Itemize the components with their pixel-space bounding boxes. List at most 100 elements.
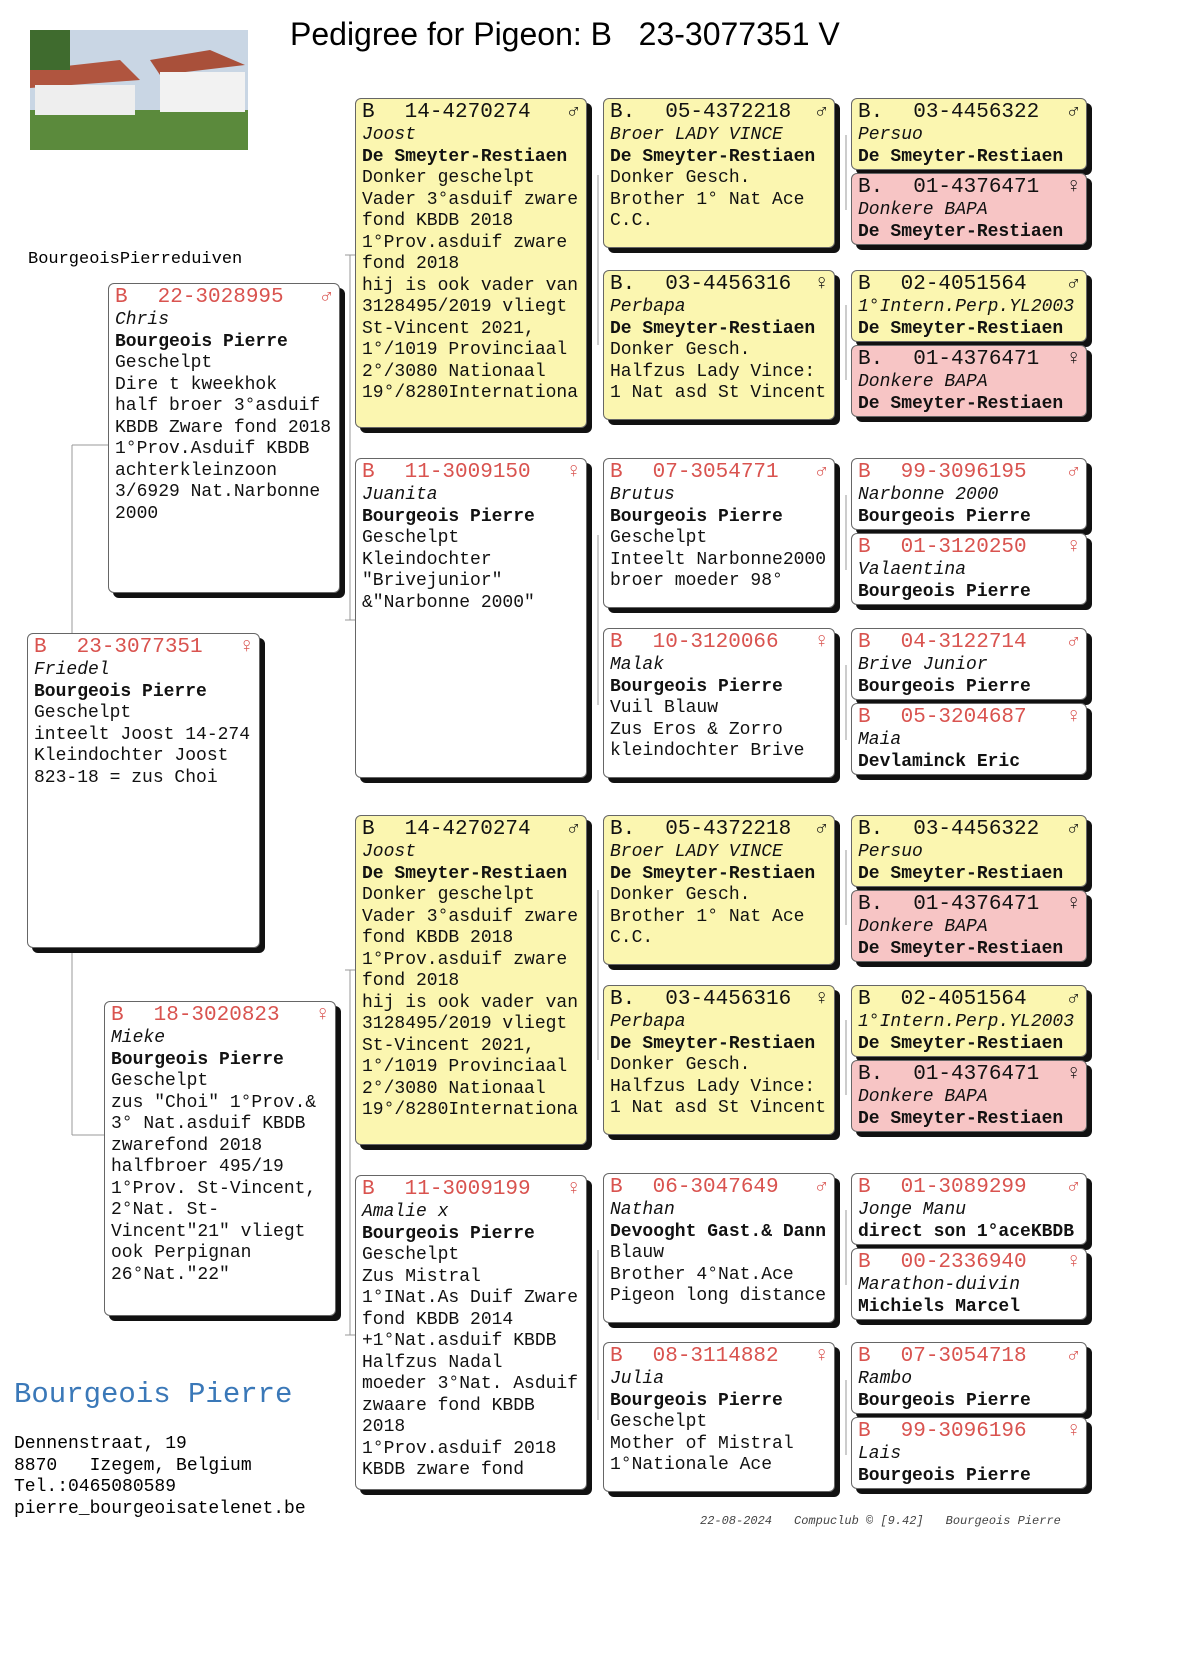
sex: ♀ [1067, 893, 1080, 916]
pigeon-card: B 22-3028995 ♂ Chris Bourgeois Pierre Geschel… [108, 283, 340, 593]
info-line: Brother 1° Nat Ace [610, 189, 805, 210]
ring-row: B. 01-4376471 ♀ [858, 893, 1080, 917]
ring-row: B 18-3020823 ♀ [111, 1004, 329, 1028]
country: B [858, 988, 871, 1011]
pigeon-card: B. 03-4456322 ♂ Persuo De Smeyter-Restiaen [851, 815, 1087, 887]
footer-software: Compuclub © [9.42] [794, 1514, 924, 1528]
info-line: 3/6929 Nat.Narbonne [115, 482, 321, 502]
sex: ♂ [815, 461, 828, 484]
sex: ♂ [1067, 818, 1080, 841]
ring-number: 14-4270274 [404, 818, 531, 841]
sex: ♂ [567, 101, 580, 124]
country: B. [610, 101, 636, 124]
contact-line: Tel.:0465080589 [14, 1477, 177, 1497]
ring-row: B 01-3120250 ♀ [858, 536, 1080, 560]
info-line: Geschelpt [34, 703, 132, 723]
owner: De Smeyter-Restiaen [610, 318, 816, 339]
pigeon-card: B 01-3089299 ♂ Jonge Manu direct son 1°aceKB… [851, 1173, 1087, 1245]
country: B [858, 536, 871, 559]
ring-number: 01-4376471 [913, 176, 1040, 199]
ring-row: B 06-3047649 ♂ [610, 1176, 828, 1200]
owner: Bourgeois Pierre [610, 506, 783, 527]
info-line: Brother 1° Nat Ace [610, 906, 805, 927]
owner: Bourgeois Pierre [858, 581, 1031, 602]
info-line: 26°Nat."22" [111, 1264, 230, 1285]
pigeon-name: Perbapa [610, 297, 686, 317]
country: B [858, 631, 871, 654]
owner: De Smeyter-Restiaen [858, 221, 1064, 242]
owner: De Smeyter-Restiaen [610, 1033, 816, 1054]
country: B. [858, 818, 884, 841]
country: B [858, 461, 871, 484]
info-line: Donker geschelpt [362, 885, 535, 905]
info-line: ook Perpignan [111, 1243, 252, 1263]
pigeon-card: B 05-3204687 ♀ Maia Devlaminck Eric [851, 703, 1087, 775]
ring-row: B 99-3096195 ♂ [858, 461, 1080, 485]
info-line: Inteelt Narbonne2000 [610, 549, 827, 570]
info-line: 1°/1019 Provinciaal [362, 1057, 568, 1077]
ring-row: B 14-4270274 ♂ [362, 101, 580, 125]
ring-number: 18-3020823 [153, 1004, 280, 1027]
pigeon-card: B. 05-4372218 ♂ Broer LADY VINCE De Smeyter-… [603, 815, 835, 965]
country: B [111, 1004, 124, 1027]
pigeon-name: 1°Intern.Perp.YL2003 [858, 297, 1075, 317]
info-line: Vincent"21" vliegt [111, 1221, 306, 1242]
info-line: St-Vincent 2021, [362, 1035, 535, 1056]
sex: ♀ [240, 636, 253, 659]
ring-number: 03-4456322 [913, 101, 1040, 124]
pigeon-name: Malak [610, 655, 665, 675]
info-line: 1°INat.As Duif Zware [362, 1288, 579, 1308]
ring-row: B 05-3204687 ♀ [858, 706, 1080, 730]
pigeon-card: B 07-3054718 ♂ Rambo Bourgeois Pierre [851, 1342, 1087, 1414]
owner: Bourgeois Pierre [34, 681, 207, 702]
ring-number: 02-4051564 [900, 273, 1027, 296]
info-line: Halfzus Nadal [362, 1352, 503, 1373]
info-line: fond KBDB 2018 [362, 211, 514, 231]
footer-owner: Bourgeois Pierre [945, 1514, 1061, 1528]
pigeon-card: B 06-3047649 ♂ Nathan Devooght Gast.& Dann Bl… [603, 1173, 835, 1323]
sex: ♂ [1067, 988, 1080, 1011]
sex: ♀ [815, 1345, 828, 1368]
owner: Bourgeois Pierre [610, 1390, 783, 1411]
info-line: &"Narbonne 2000" [362, 592, 535, 613]
info-line: inteelt Joost 14-274 [34, 724, 251, 745]
contact-line: Dennenstraat, 19 [14, 1434, 187, 1454]
pigeon-card: B. 03-4456316 ♀ Perbapa De Smeyter-Restiaen D… [603, 985, 835, 1135]
contact: Bourgeois Pierre Dennenstraat, 19 8870 Iz… [14, 1355, 306, 1520]
ring-row: B 07-3054771 ♂ [610, 461, 828, 485]
sex: ♀ [1067, 1420, 1080, 1443]
info-line: Donker geschelpt [362, 168, 535, 188]
ring-row: B 10-3120066 ♀ [610, 631, 828, 655]
pigeon-card: B 10-3120066 ♀ Malak Bourgeois Pierre Vuil Bl… [603, 628, 835, 778]
sex: ♀ [815, 988, 828, 1011]
info-line: Zus Eros & Zorro [610, 719, 783, 740]
ring-number: 00-2336940 [900, 1251, 1027, 1274]
pigeon-name: Chris [115, 310, 170, 330]
ring-number: 01-4376471 [913, 893, 1040, 916]
info-line: kleindochter Brive [610, 741, 805, 761]
owner: Bourgeois Pierre [858, 1465, 1031, 1486]
info-line: moeder 3°Nat. Asduif [362, 1374, 579, 1394]
ring-number: 05-3204687 [900, 706, 1027, 729]
ring-row: B 02-4051564 ♂ [858, 988, 1080, 1012]
pigeon-name: Friedel [34, 660, 110, 680]
pigeon-card: B 11-3009150 ♀ Juanita Bourgeois Pierre Gesch… [355, 458, 587, 778]
pigeon-card: B 00-2336940 ♀ Marathon-duivin Michiels Marc… [851, 1248, 1087, 1320]
pigeon-name: Joost [362, 842, 417, 862]
ring-row: B 01-3089299 ♂ [858, 1176, 1080, 1200]
info-line: Halfzus Lady Vince: [610, 361, 816, 382]
info-line: St-Vincent 2021, [362, 318, 535, 339]
owner: Bourgeois Pierre [111, 1049, 284, 1070]
pigeon-name: Juanita [362, 485, 438, 505]
info-line: "Brivejunior" [362, 571, 503, 591]
info-line: 2°Nat. St- [111, 1200, 220, 1220]
ring-row: B 99-3096196 ♀ [858, 1420, 1080, 1444]
ring-row: B 23-3077351 ♀ [34, 636, 253, 660]
loft-name: BourgeoisPierreduiven [28, 250, 243, 269]
ring-number: 05-4372218 [665, 818, 792, 841]
ring-row: B 07-3054718 ♂ [858, 1345, 1080, 1369]
info-line: Geschelpt [362, 1245, 460, 1265]
ring-number: 04-3122714 [900, 631, 1027, 654]
ring-number: 03-4456322 [913, 818, 1040, 841]
